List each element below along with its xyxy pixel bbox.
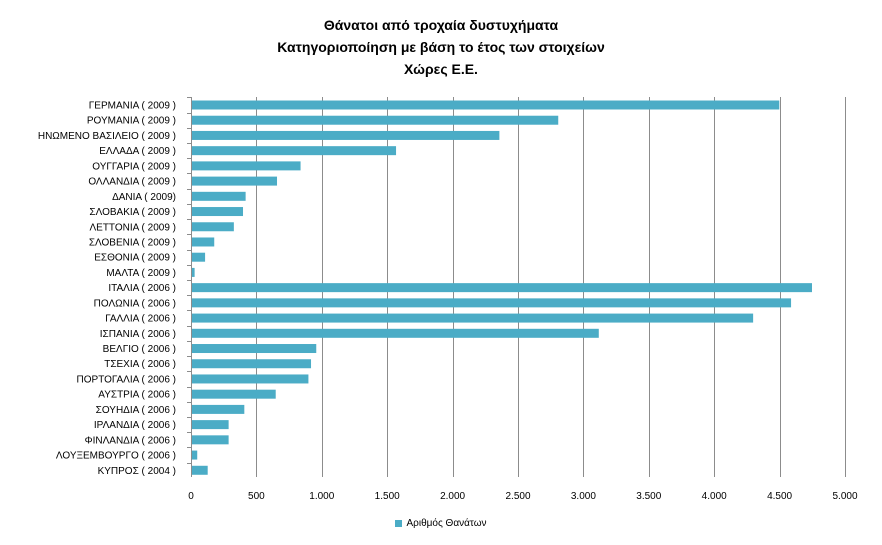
bar	[192, 359, 312, 369]
bar	[192, 237, 215, 247]
x-tick-label: 500	[248, 491, 265, 502]
chart-title-line-1: Θάνατοι από τροχαία δυστυχήματα	[323, 17, 559, 33]
legend: Αριθμός Θανάτων	[0, 518, 882, 529]
bar	[192, 283, 812, 293]
chart-title-line-2: Κατηγοριοποίηση με βάση το έτος των στοι…	[277, 39, 605, 55]
bar	[192, 404, 245, 414]
bar	[192, 389, 276, 399]
category-label: ΗΝΩΜΕΝΟ ΒΑΣΙΛΕΙΟ ( 2009 )	[38, 131, 176, 142]
category-label: ΓΑΛΛΙΑ ( 2006 )	[105, 314, 176, 325]
x-tick-label: 4.500	[767, 491, 792, 502]
bar	[192, 374, 309, 384]
bar	[192, 465, 208, 475]
category-label: ΦΙΝΛΑΝΔΙΑ ( 2006 )	[85, 435, 176, 446]
bar	[192, 435, 229, 445]
x-tick-label: 0	[188, 491, 194, 502]
bar	[192, 176, 278, 186]
x-tick-label: 5.000	[832, 491, 857, 502]
category-label: ΕΣΘΟΝΙΑ ( 2009 )	[94, 253, 176, 264]
category-label: ΙΤΑΛΙΑ ( 2006 )	[108, 283, 176, 294]
bar	[192, 252, 206, 262]
category-label: ΛΟΥΞΕΜΒΟΥΡΓΟ ( 2006 )	[56, 451, 176, 462]
bar	[192, 161, 301, 171]
category-label: ΙΣΠΑΝΙΑ ( 2006 )	[100, 329, 176, 340]
bar	[192, 222, 234, 232]
category-label: ΑΥΣΤΡΙΑ ( 2006 )	[98, 390, 176, 401]
category-label: ΟΛΛΑΝΔΙΑ ( 2009 )	[88, 177, 176, 188]
category-label: ΡΟΥΜΑΝΙΑ ( 2009 )	[87, 116, 176, 127]
x-tick-label: 2.000	[440, 491, 465, 502]
bar	[192, 420, 229, 430]
category-label: ΛΕΤΤΟΝΙΑ ( 2009 )	[89, 222, 176, 233]
bar	[192, 115, 559, 125]
bar	[192, 328, 599, 338]
category-label: ΤΣΕΧΙΑ ( 2006 )	[104, 359, 176, 370]
category-label: ΕΛΛΑΔΑ ( 2009 )	[99, 146, 176, 157]
category-label: ΙΡΛΑΝΔΙΑ ( 2006 )	[94, 420, 176, 431]
bar	[192, 130, 500, 140]
bar	[192, 191, 246, 201]
category-label: ΓΕΡΜΑΝΙΑ ( 2009 )	[89, 101, 176, 112]
bar	[192, 267, 195, 277]
category-label: ΣΟΥΗΔΙΑ ( 2006 )	[96, 405, 176, 416]
legend-swatch	[395, 519, 403, 527]
bar	[192, 313, 754, 323]
bar	[192, 344, 317, 354]
category-label: ΜΑΛΤΑ ( 2009 )	[106, 268, 176, 279]
chart-title-line-3: Χώρες Ε.Ε.	[404, 61, 478, 77]
category-label: ΟΥΓΓΑΡΙΑ ( 2009 )	[92, 161, 176, 172]
category-label: ΣΛΟΒΕΝΙΑ ( 2009 )	[89, 237, 176, 248]
x-tick-label: 1.500	[375, 491, 400, 502]
x-tick-label: 2.500	[505, 491, 530, 502]
bar	[192, 207, 244, 217]
category-label: ΠΟΛΩΝΙΑ ( 2006 )	[94, 298, 176, 309]
bar	[192, 298, 792, 308]
bar	[192, 450, 198, 460]
x-tick-label: 3.500	[636, 491, 661, 502]
legend-label: Αριθμός Θανάτων	[406, 518, 487, 529]
x-tick-label: 1.000	[309, 491, 334, 502]
category-label: ΚΥΠΡΟΣ ( 2004 )	[98, 466, 176, 477]
category-label: ΒΕΛΓΙΟ ( 2006 )	[103, 344, 176, 355]
category-label: ΠΟΡΤΟΓΑΛΙΑ ( 2006 )	[77, 374, 176, 385]
category-label: ΣΛΟΒΑΚΙΑ ( 2009 )	[89, 207, 176, 218]
x-tick-label: 4.000	[702, 491, 727, 502]
category-label: ΔΑΝΙΑ ( 2009)	[112, 192, 176, 203]
bar	[192, 100, 780, 110]
x-tick-label: 3.000	[571, 491, 596, 502]
bar	[192, 146, 397, 156]
